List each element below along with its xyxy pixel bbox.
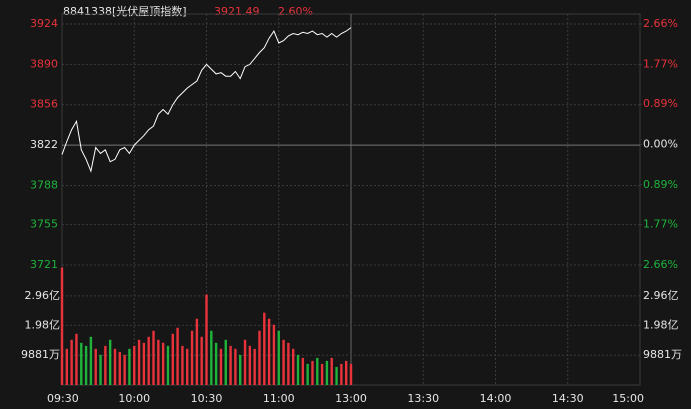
x-tick-label: 11:00 bbox=[263, 392, 295, 405]
volume-bar bbox=[219, 348, 223, 385]
volume-bar bbox=[70, 339, 73, 385]
volume-bar bbox=[108, 339, 112, 385]
y2-tick-label: 0.89% bbox=[643, 97, 678, 110]
volume-bar bbox=[311, 360, 314, 385]
volume-bar bbox=[94, 348, 97, 385]
volume-bar bbox=[349, 363, 353, 385]
volume-bar bbox=[142, 342, 146, 385]
y-tick-label: 3755 bbox=[30, 218, 58, 231]
volume-bar bbox=[60, 267, 64, 385]
x-tick-label: 14:30 bbox=[552, 392, 584, 405]
volume-bar bbox=[224, 339, 227, 385]
y-tick-label: 3890 bbox=[30, 57, 58, 70]
volume-bar bbox=[292, 348, 295, 385]
volume-tick-label: 1.98亿 bbox=[643, 318, 679, 331]
volume-bar bbox=[287, 342, 290, 385]
volume-bar bbox=[171, 333, 174, 385]
volume-bar bbox=[186, 348, 189, 385]
x-tick-label: 10:00 bbox=[118, 392, 150, 405]
volume-bar bbox=[316, 357, 319, 385]
volume-bar bbox=[152, 330, 155, 385]
volume-bar bbox=[239, 354, 242, 385]
y2-tick-label: 1.77% bbox=[643, 57, 678, 70]
volume-bar bbox=[75, 333, 78, 385]
chart-title: 8841338[光伏屋顶指数] bbox=[63, 4, 187, 18]
volume-bar bbox=[176, 327, 179, 385]
volume-bar bbox=[282, 339, 285, 385]
volume-bar bbox=[65, 348, 69, 385]
volume-bar bbox=[210, 330, 213, 385]
volume-bar bbox=[133, 345, 136, 385]
volume-bar bbox=[200, 336, 203, 385]
volume-bar bbox=[84, 345, 88, 385]
volume-bar bbox=[205, 294, 208, 385]
volume-bar bbox=[128, 348, 131, 385]
volume-bar bbox=[99, 354, 102, 385]
volume-bar bbox=[229, 345, 232, 385]
volume-bar bbox=[335, 366, 338, 385]
volume-bar bbox=[325, 360, 329, 385]
y-tick-label: 3822 bbox=[30, 138, 58, 151]
volume-bar bbox=[137, 339, 141, 385]
y2-tick-label: 1.77% bbox=[643, 218, 678, 231]
volume-bar bbox=[190, 330, 194, 385]
volume-bar bbox=[320, 363, 324, 385]
y-tick-label: 3788 bbox=[30, 178, 58, 191]
volume-bar bbox=[80, 342, 83, 385]
volume-bar bbox=[296, 354, 300, 385]
volume-bar bbox=[157, 339, 160, 385]
volume-tick-label: 1.98亿 bbox=[25, 318, 61, 331]
x-tick-label: 13:00 bbox=[335, 392, 367, 405]
volume-bar bbox=[340, 363, 343, 385]
volume-bar bbox=[104, 345, 107, 385]
volume-bar bbox=[166, 345, 170, 385]
volume-tick-label: 2.96亿 bbox=[25, 289, 61, 302]
change-label: 2.60% bbox=[278, 5, 313, 18]
y-tick-label: 3856 bbox=[30, 98, 58, 111]
volume-bar bbox=[330, 357, 333, 385]
volume-bar bbox=[118, 351, 121, 385]
x-tick-label: 14:00 bbox=[480, 392, 512, 405]
volume-bar bbox=[113, 348, 117, 385]
volume-bar bbox=[89, 336, 93, 385]
y2-tick-label: 0.00% bbox=[643, 138, 678, 151]
volume-bar bbox=[248, 345, 252, 385]
volume-bar bbox=[272, 324, 276, 385]
y-tick-label: 3924 bbox=[30, 17, 58, 30]
volume-tick-label: 9881万 bbox=[21, 348, 60, 361]
y-tick-label: 3721 bbox=[30, 258, 58, 271]
x-tick-label: 09:30 bbox=[47, 392, 79, 405]
y2-tick-label: 0.89% bbox=[643, 178, 678, 191]
volume-bar bbox=[234, 348, 237, 385]
volume-tick-label: 2.96亿 bbox=[643, 289, 679, 302]
volume-bar bbox=[277, 330, 280, 385]
y2-tick-label: 2.66% bbox=[643, 17, 678, 30]
x-tick-label: 15:00 bbox=[612, 392, 644, 405]
volume-bar bbox=[344, 360, 348, 385]
volume-bar bbox=[181, 345, 184, 385]
volume-bar bbox=[123, 354, 126, 385]
volume-bar bbox=[161, 342, 165, 385]
volume-bar bbox=[267, 318, 271, 385]
volume-bar bbox=[263, 312, 266, 385]
volume-bar bbox=[306, 363, 309, 385]
volume-bar bbox=[214, 342, 218, 385]
volume-bar bbox=[253, 348, 256, 385]
volume-bar bbox=[147, 336, 150, 385]
volume-bar bbox=[301, 357, 305, 385]
price-label: 3921.49 bbox=[214, 5, 260, 18]
x-tick-label: 13:30 bbox=[407, 392, 439, 405]
volume-bar bbox=[243, 339, 247, 385]
volume-tick-label: 9881万 bbox=[643, 348, 682, 361]
x-tick-label: 10:30 bbox=[191, 392, 223, 405]
price-line bbox=[61, 27, 352, 173]
volume-bar bbox=[195, 318, 199, 385]
volume-bar bbox=[258, 330, 261, 385]
y2-tick-label: 2.66% bbox=[643, 258, 678, 271]
